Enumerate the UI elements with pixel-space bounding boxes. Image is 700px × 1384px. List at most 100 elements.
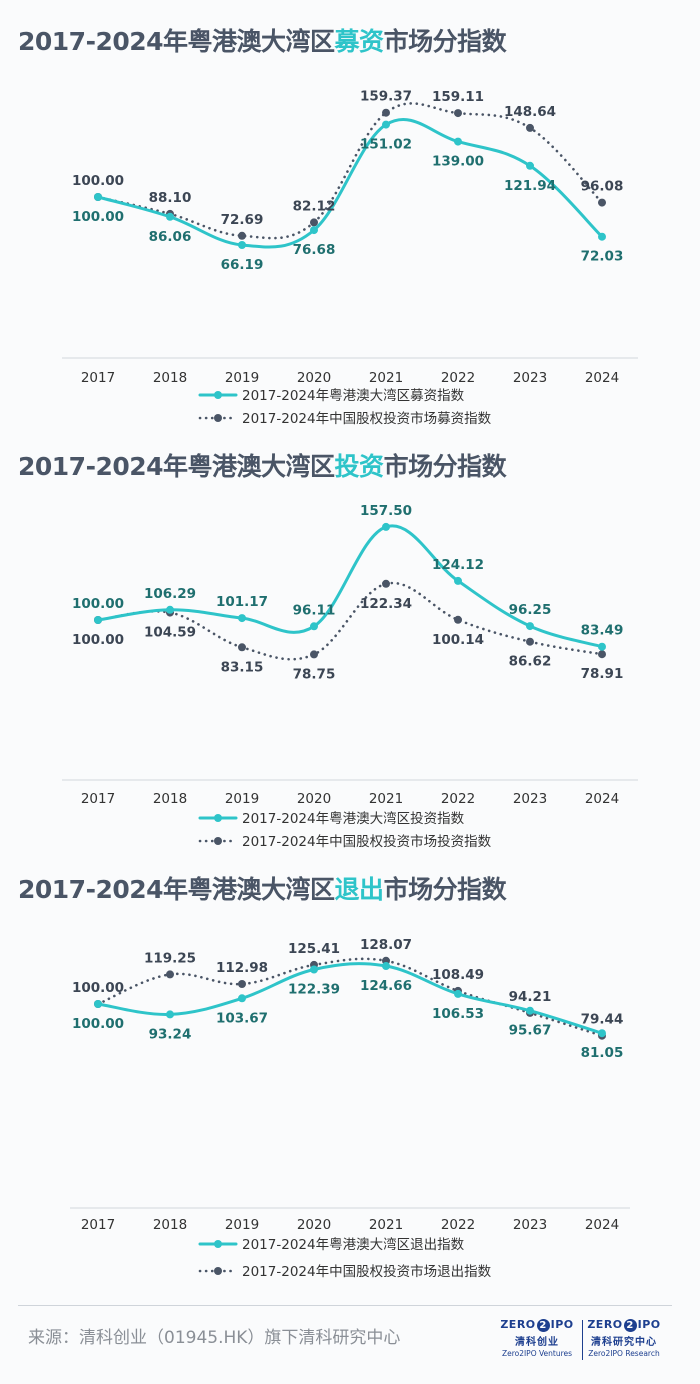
title-prefix: 2017-2024年粤港澳大湾区 bbox=[18, 875, 335, 904]
x-tick-label: 2019 bbox=[225, 791, 259, 807]
data-label: 112.98 bbox=[216, 960, 268, 976]
chart-title: 2017-2024年粤港澳大湾区投资市场分指数 bbox=[18, 447, 507, 483]
x-tick-label: 2024 bbox=[585, 791, 619, 807]
point-china bbox=[526, 123, 534, 132]
data-label: 139.00 bbox=[432, 154, 484, 170]
data-label: 86.06 bbox=[149, 229, 192, 245]
data-label: 159.37 bbox=[360, 89, 412, 105]
x-tick-label: 2023 bbox=[513, 370, 547, 386]
legend-label: 2017-2024年中国股权投资市场募资指数 bbox=[242, 410, 492, 427]
point-gba bbox=[94, 1000, 102, 1008]
data-label: 96.08 bbox=[581, 179, 624, 195]
data-label: 72.03 bbox=[581, 249, 624, 265]
data-label: 100.00 bbox=[72, 173, 124, 189]
legend-label: 2017-2024年中国股权投资市场退出指数 bbox=[242, 1263, 492, 1280]
data-label: 88.10 bbox=[149, 190, 192, 206]
chart-title: 2017-2024年粤港澳大湾区募资市场分指数 bbox=[18, 22, 507, 58]
series-line-china bbox=[96, 957, 604, 1037]
point-china bbox=[382, 579, 390, 588]
data-label: 100.00 bbox=[72, 596, 124, 612]
data-label: 78.91 bbox=[581, 666, 624, 682]
point-gba bbox=[526, 1006, 534, 1015]
data-label: 100.00 bbox=[72, 209, 124, 225]
point-gba bbox=[310, 622, 318, 631]
data-label: 148.64 bbox=[504, 104, 556, 120]
legend-label: 2017-2024年中国股权投资市场投资指数 bbox=[242, 833, 492, 850]
x-tick-label: 2023 bbox=[513, 1217, 547, 1233]
title-prefix: 2017-2024年粤港澳大湾区 bbox=[18, 27, 335, 56]
data-label: 122.34 bbox=[360, 596, 412, 612]
point-china bbox=[238, 643, 246, 652]
point-gba bbox=[598, 1029, 606, 1038]
data-label: 100.00 bbox=[72, 1016, 124, 1032]
point-china bbox=[238, 231, 246, 240]
data-label: 95.67 bbox=[509, 1023, 552, 1039]
point-gba bbox=[166, 605, 174, 614]
data-label: 106.29 bbox=[144, 586, 196, 602]
x-tick-label: 2018 bbox=[153, 791, 187, 807]
x-tick-label: 2022 bbox=[441, 1217, 475, 1233]
x-tick-label: 2017 bbox=[81, 791, 115, 807]
point-gba bbox=[454, 576, 462, 585]
point-china bbox=[526, 637, 534, 646]
point-gba bbox=[382, 522, 390, 531]
data-label: 106.53 bbox=[432, 1006, 484, 1022]
point-gba bbox=[310, 226, 318, 235]
point-gba bbox=[238, 241, 246, 249]
data-label: 93.24 bbox=[149, 1026, 192, 1042]
data-label: 100.14 bbox=[432, 632, 484, 648]
data-label: 78.75 bbox=[293, 666, 336, 682]
legend-label: 2017-2024年粤港澳大湾区投资指数 bbox=[242, 810, 465, 827]
data-label: 86.62 bbox=[509, 654, 552, 670]
legend-swatch-marker bbox=[214, 814, 222, 822]
legend-swatch-marker bbox=[214, 837, 222, 845]
legend-swatch-marker bbox=[214, 391, 222, 399]
x-tick-label: 2021 bbox=[369, 1217, 403, 1233]
data-label: 159.11 bbox=[432, 89, 484, 105]
x-tick-label: 2024 bbox=[585, 1217, 619, 1233]
title-suffix: 市场分指数 bbox=[383, 452, 507, 481]
data-label: 122.39 bbox=[288, 982, 340, 998]
point-gba bbox=[166, 212, 174, 221]
source-note: 来源：清科创业（01945.HK）旗下清科研究中心 bbox=[28, 1328, 401, 1348]
data-label: 125.41 bbox=[288, 941, 340, 957]
point-china bbox=[382, 108, 390, 117]
logo-cn: 清科研究中心 bbox=[591, 1337, 657, 1348]
data-label: 128.07 bbox=[360, 937, 412, 953]
data-label: 82.12 bbox=[293, 198, 336, 214]
data-label: 104.59 bbox=[144, 625, 196, 641]
x-tick-label: 2017 bbox=[81, 370, 115, 386]
data-label: 72.69 bbox=[221, 212, 264, 228]
point-gba bbox=[382, 962, 390, 970]
point-gba bbox=[526, 622, 534, 631]
x-tick-label: 2023 bbox=[513, 791, 547, 807]
point-gba bbox=[526, 161, 534, 170]
data-label: 81.05 bbox=[581, 1045, 624, 1061]
title-highlight: 退出 bbox=[334, 875, 385, 904]
point-gba bbox=[598, 642, 606, 651]
data-label: 103.67 bbox=[216, 1010, 268, 1026]
zero2ipo-research-logo: ZERO 2 IPO 清科研究中心 Zero2IPO Research bbox=[585, 1318, 663, 1358]
title-highlight: 募资 bbox=[334, 27, 385, 56]
point-china bbox=[166, 970, 174, 979]
point-china bbox=[310, 218, 318, 227]
series-line-gba bbox=[96, 524, 604, 649]
data-label: 108.49 bbox=[432, 967, 484, 983]
data-label: 100.00 bbox=[72, 632, 124, 648]
point-china bbox=[238, 980, 246, 988]
point-china bbox=[598, 198, 606, 207]
x-tick-label: 2019 bbox=[225, 1217, 259, 1233]
logo-mark: ZERO 2 IPO bbox=[500, 1318, 574, 1332]
data-label: 79.44 bbox=[581, 1012, 624, 1028]
x-tick-label: 2020 bbox=[297, 1217, 331, 1233]
data-label: 94.21 bbox=[509, 989, 552, 1005]
fundraising-chart: 2017 2018 2019 2020 2021 2022 2023 2024 100.00 86… bbox=[62, 89, 638, 427]
data-label: 83.49 bbox=[581, 623, 624, 639]
point-gba bbox=[310, 965, 318, 974]
logo-cn: 清科创业 bbox=[515, 1337, 559, 1348]
series-line-gba bbox=[96, 962, 604, 1035]
data-label: 124.66 bbox=[360, 978, 412, 994]
legend-swatch-marker bbox=[214, 1240, 222, 1248]
title-prefix: 2017-2024年粤港澳大湾区 bbox=[18, 452, 335, 481]
x-tick-label: 2022 bbox=[441, 370, 475, 386]
